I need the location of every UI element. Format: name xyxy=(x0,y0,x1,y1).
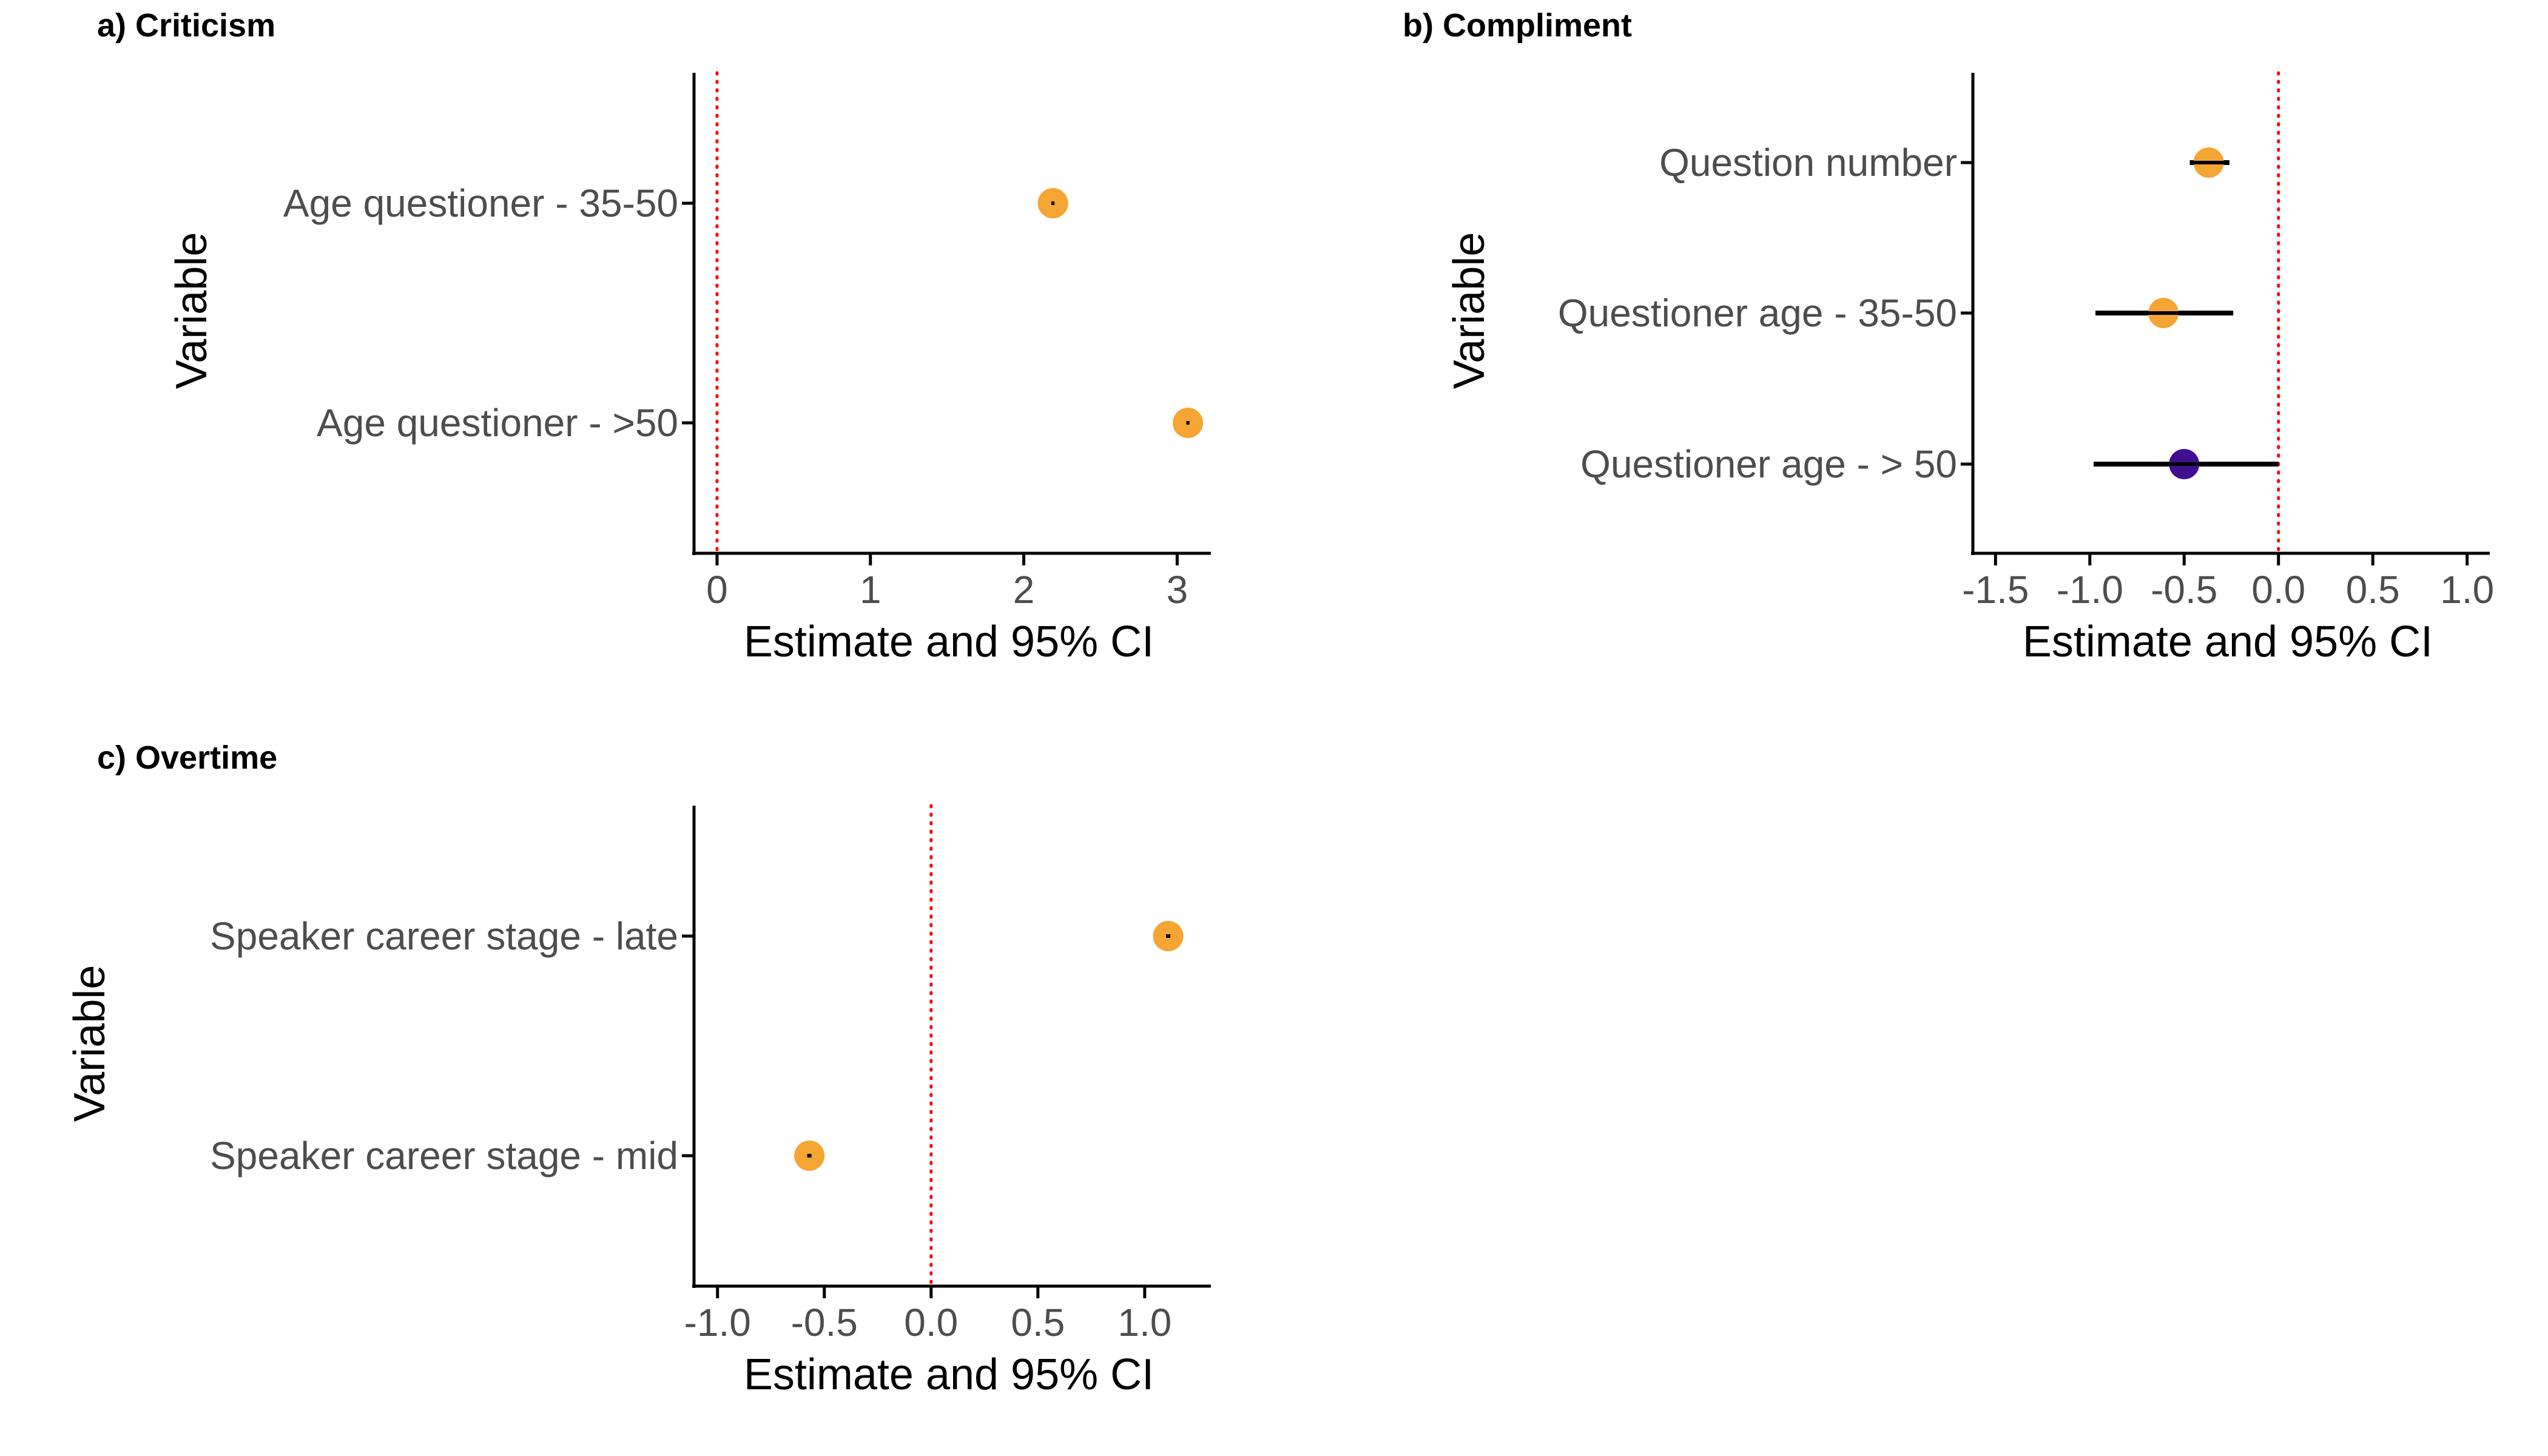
x-tick-label: -0.5 xyxy=(2151,568,2217,612)
panel-criticism: a) Criticism Variable Estimate and 95% C… xyxy=(97,7,1211,666)
panel-title-overtime: c) Overtime xyxy=(97,740,277,776)
x-tick-label: 3 xyxy=(1167,568,1188,612)
x-tick-label: 1.0 xyxy=(1117,1301,1171,1344)
x-tick-label: 1 xyxy=(860,568,881,612)
category-label: Speaker career stage - late xyxy=(210,914,678,958)
x-tick-label: -0.5 xyxy=(791,1301,858,1344)
x-tick-label: 0 xyxy=(706,568,728,612)
x-tick-label: -1.0 xyxy=(2057,568,2123,612)
category-label: Speaker career stage - mid xyxy=(210,1134,678,1178)
x-axis-title: Estimate and 95% CI xyxy=(744,618,1154,666)
x-tick-label: 0.5 xyxy=(1011,1301,1065,1344)
x-tick-label: 0.0 xyxy=(2251,568,2305,612)
category-label: Age questioner - 35-50 xyxy=(283,181,678,225)
y-axis-title: Variable xyxy=(1445,232,1494,389)
x-tick-label: 0.0 xyxy=(904,1301,958,1344)
category-label: Question number xyxy=(1659,141,1957,184)
x-tick-label: -1.5 xyxy=(1962,568,2029,612)
category-label: Age questioner - >50 xyxy=(317,401,678,445)
panel-title-compliment: b) Compliment xyxy=(1403,7,1632,44)
panel-title-criticism: a) Criticism xyxy=(97,7,275,44)
x-axis-title: Estimate and 95% CI xyxy=(2023,618,2433,666)
y-axis-title: Variable xyxy=(167,232,216,389)
x-tick-label: -1.0 xyxy=(684,1301,751,1344)
x-tick-label: 0.5 xyxy=(2346,568,2400,612)
category-label: Questioner age - > 50 xyxy=(1580,442,1957,486)
panel-compliment: b) Compliment Variable Estimate and 95% … xyxy=(1403,7,2494,666)
x-tick-label: 2 xyxy=(1013,568,1035,612)
y-axis-title: Variable xyxy=(66,965,114,1122)
category-label: Questioner age - 35-50 xyxy=(1558,291,1957,335)
x-tick-label: 1.0 xyxy=(2440,568,2494,612)
x-axis-title: Estimate and 95% CI xyxy=(744,1350,1154,1399)
panel-overtime: c) Overtime Variable Estimate and 95% CI… xyxy=(66,740,1211,1399)
